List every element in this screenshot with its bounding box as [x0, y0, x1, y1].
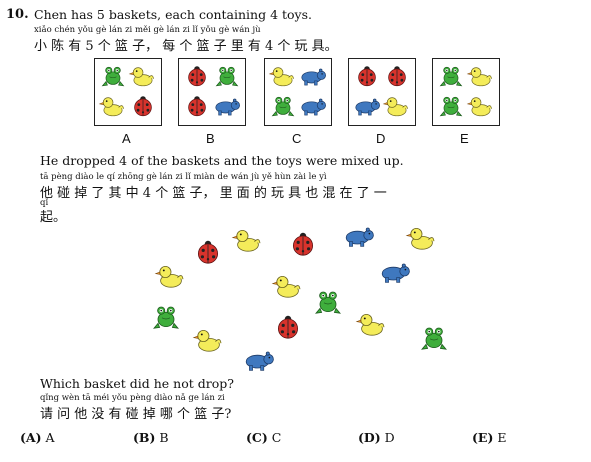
ladybug-icon	[198, 240, 218, 264]
duck-icon	[231, 230, 261, 252]
ladybug-icon	[293, 232, 313, 256]
duck-icon	[128, 67, 154, 87]
basket-d	[348, 58, 416, 126]
duck-icon	[355, 314, 385, 336]
basket-label: B	[206, 131, 215, 146]
frog-icon	[439, 96, 463, 117]
duck-icon	[192, 330, 222, 352]
duck-icon	[154, 266, 184, 288]
choice-key: (C)	[246, 430, 268, 445]
ladybug-icon	[188, 96, 206, 117]
question-line3-english: Which basket did he not drop?	[40, 376, 234, 391]
basket-label: D	[376, 131, 386, 146]
basket-c	[264, 58, 332, 126]
basket-label: A	[122, 131, 131, 146]
choice-text: A	[41, 430, 55, 445]
basket-label: C	[292, 131, 302, 146]
choice-key: (A)	[20, 430, 42, 445]
question-line1-chinese: 小 陈 有 5 个 篮 子， 每 个 篮 子 里 有 4 个 玩 具。	[34, 39, 338, 54]
hippo-icon	[355, 98, 380, 116]
question-line2-chinese: 他 碰 掉 了 其 中 4 个 篮 子， 里 面 的 玩 具 也 混 在 了 一	[40, 186, 387, 201]
choice-text: D	[380, 430, 395, 445]
ladybug-icon	[134, 96, 152, 117]
duck-icon	[382, 97, 408, 117]
question-line2b-pinyin: qǐ	[40, 198, 49, 208]
question-line1-english: Chen has 5 baskets, each containing 4 to…	[34, 7, 313, 22]
choice-d[interactable]: (D) D	[358, 430, 395, 445]
duck-icon	[98, 97, 124, 117]
question-line2-english: He dropped 4 of the baskets and the toys…	[40, 153, 404, 168]
duck-icon	[271, 276, 301, 298]
choice-text: E	[493, 430, 507, 445]
duck-icon	[268, 67, 294, 87]
choice-b[interactable]: (B) B	[133, 430, 169, 445]
choice-key: (E)	[472, 430, 494, 445]
frog-icon	[271, 96, 295, 117]
frog-icon	[215, 66, 239, 87]
duck-icon	[405, 228, 435, 250]
ladybug-icon	[278, 315, 298, 339]
duck-icon	[466, 67, 492, 87]
frog-icon	[153, 306, 179, 329]
question-number: 10.	[6, 7, 29, 22]
choice-c[interactable]: (C) C	[246, 430, 281, 445]
choice-text: C	[267, 430, 282, 445]
basket-e	[432, 58, 500, 126]
basket-a	[94, 58, 162, 126]
hippo-icon	[301, 68, 326, 86]
question-line2-pinyin: tā pèng diào le qí zhōng gè lán zi lǐ mi…	[40, 172, 327, 182]
duck-icon	[466, 97, 492, 117]
basket-label: E	[460, 131, 469, 146]
frog-icon	[101, 66, 125, 87]
hippo-icon	[215, 98, 240, 116]
ladybug-icon	[188, 66, 206, 87]
question-line1-pinyin: xiǎo chén yǒu gè lán zi měi gè lán zi lǐ…	[34, 25, 261, 35]
ladybug-icon	[358, 66, 376, 87]
hippo-icon	[301, 98, 326, 116]
choice-key: (D)	[358, 430, 381, 445]
choice-e[interactable]: (E) E	[472, 430, 506, 445]
choice-key: (B)	[133, 430, 156, 445]
question-line2b-chinese: 起。	[40, 210, 67, 225]
hippo-icon	[245, 351, 274, 371]
frog-icon	[315, 291, 341, 314]
ladybug-icon	[388, 66, 406, 87]
question-line3-chinese: 请 问 他 没 有 碰 掉 哪 个 篮 子?	[40, 407, 232, 422]
choice-a[interactable]: (A) A	[20, 430, 55, 445]
hippo-icon	[381, 263, 410, 283]
frog-icon	[439, 66, 463, 87]
hippo-icon	[345, 227, 374, 247]
question-line3-pinyin: qǐng wèn tā méi yǒu pèng diào nǎ ge lán …	[40, 393, 225, 403]
frog-icon	[421, 327, 447, 350]
basket-b	[178, 58, 246, 126]
choice-text: B	[155, 430, 169, 445]
